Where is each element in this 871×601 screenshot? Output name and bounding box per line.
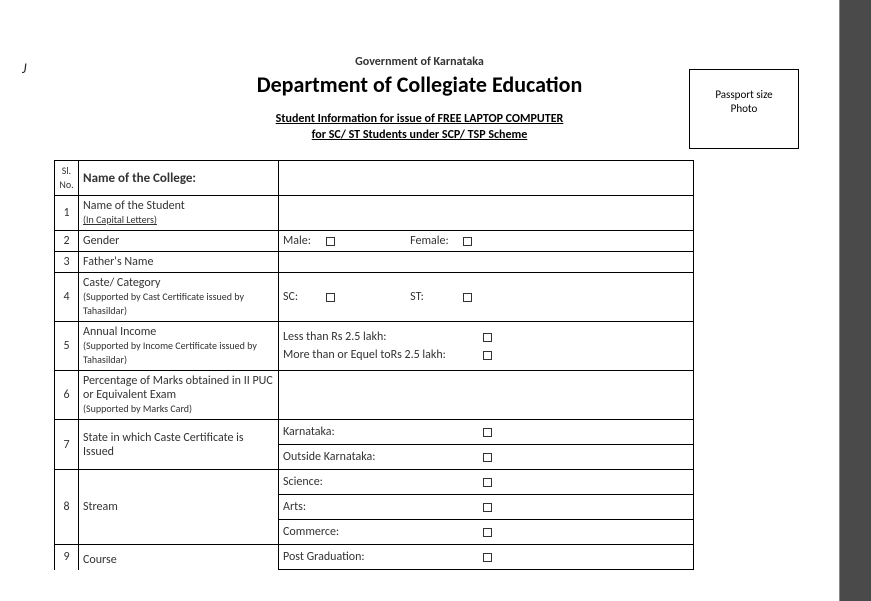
subtitle-line-1: Student Information for issue of FREE LA… [40,112,799,126]
male-checkbox[interactable] [326,237,335,246]
sc-checkbox[interactable] [326,293,335,302]
photo-placeholder: Passport size Photo [689,69,799,149]
table-row: 1 Name of the Student (In Capital Letter… [55,196,694,231]
income-less-checkbox[interactable] [483,333,492,342]
course-label: Course [79,545,279,570]
outside-karnataka-checkbox[interactable] [483,453,492,462]
caste-value: SC: ST: [279,273,694,322]
table-row: 7 State in which Caste Certificate is Is… [55,420,694,445]
arts-checkbox[interactable] [483,503,492,512]
stream-label: Stream [79,470,279,545]
photo-label-2: Photo [731,102,758,115]
subtitle-line-2: for SC/ ST Students under SCP/ TSP Schem… [40,128,799,142]
stray-mark: J [22,60,26,77]
row-num: 4 [55,273,79,322]
college-name-value[interactable] [279,161,694,196]
marks-label: Percentage of Marks obtained in II PUC o… [79,371,279,420]
father-name-value[interactable] [279,252,694,273]
department-title: Department of Collegiate Education [40,71,799,98]
table-row: 4 Caste/ Category (Supported by Cast Cer… [55,273,694,322]
table-header-row: Sl. No. Name of the College: [55,161,694,196]
table-row: 8 Stream Science: [55,470,694,495]
row-num: 5 [55,322,79,371]
student-info-table: Sl. No. Name of the College: 1 Name of t… [54,160,694,570]
photo-label-1: Passport size [715,88,772,101]
st-checkbox[interactable] [463,293,472,302]
row-num: 2 [55,231,79,252]
document-page: J Government of Karnataka Department of … [0,0,840,601]
row-num: 7 [55,420,79,470]
father-name-label: Father's Name [79,252,279,273]
state-outside-row: Outside Karnataka: [279,445,694,470]
state-label: State in which Caste Certificate is Issu… [79,420,279,470]
row-num: 8 [55,470,79,545]
science-checkbox[interactable] [483,478,492,487]
course-pg-row: Post Graduation: [279,545,694,570]
row-num: 9 [55,545,79,570]
header-section: Government of Karnataka Department of Co… [40,55,799,142]
table-row: 9 Course Post Graduation: [55,545,694,570]
income-value: Less than Rs 2.5 lakh: More than or Eque… [279,322,694,371]
row-num: 1 [55,196,79,231]
student-name-value[interactable] [279,196,694,231]
table-row: 6 Percentage of Marks obtained in II PUC… [55,371,694,420]
caste-label: Caste/ Category (Supported by Cast Certi… [79,273,279,322]
income-more-checkbox[interactable] [483,351,492,360]
table-row: 2 Gender Male: Female: [55,231,694,252]
table-row: 3 Father's Name [55,252,694,273]
table-row: 5 Annual Income (Supported by Income Cer… [55,322,694,371]
government-label: Government of Karnataka [40,55,799,69]
row-num: 3 [55,252,79,273]
stream-science-row: Science: [279,470,694,495]
commerce-checkbox[interactable] [483,528,492,537]
state-karnataka-row: Karnataka: [279,420,694,445]
stream-commerce-row: Commerce: [279,520,694,545]
marks-value[interactable] [279,371,694,420]
stream-arts-row: Arts: [279,495,694,520]
sl-no-header: Sl. No. [55,161,79,196]
female-checkbox[interactable] [463,237,472,246]
row-num: 6 [55,371,79,420]
college-name-label: Name of the College: [79,161,279,196]
gender-label: Gender [79,231,279,252]
student-name-label: Name of the Student (In Capital Letters) [79,196,279,231]
karnataka-checkbox[interactable] [483,428,492,437]
pg-checkbox[interactable] [483,553,492,562]
gender-value: Male: Female: [279,231,694,252]
income-label: Annual Income (Supported by Income Certi… [79,322,279,371]
